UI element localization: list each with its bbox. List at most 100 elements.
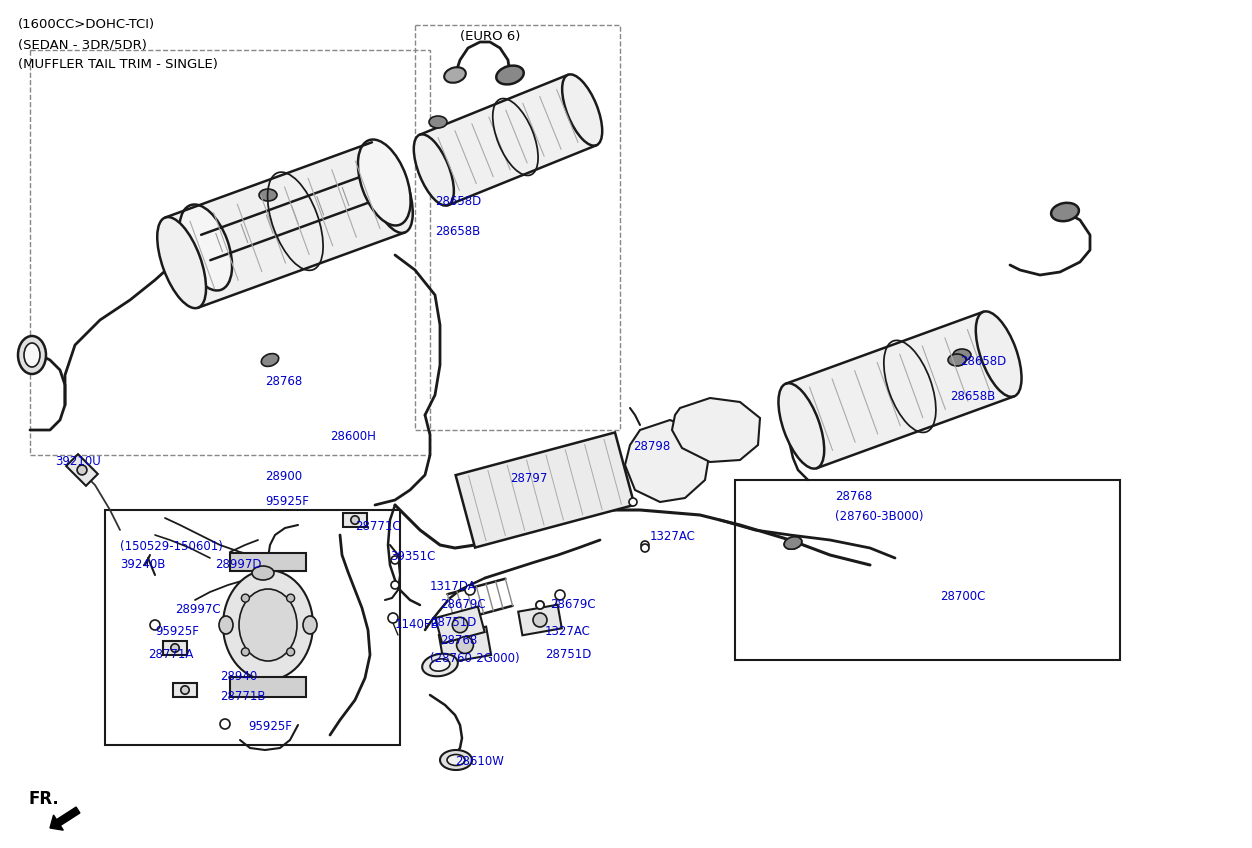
Circle shape	[457, 637, 473, 654]
Ellipse shape	[444, 67, 466, 83]
Text: 28771A: 28771A	[148, 648, 193, 661]
Circle shape	[452, 617, 468, 633]
Ellipse shape	[219, 616, 233, 634]
Text: 28771C: 28771C	[356, 520, 401, 533]
Text: 28751D: 28751D	[429, 616, 476, 629]
Text: FR.: FR.	[28, 790, 59, 808]
Polygon shape	[672, 398, 760, 462]
Text: (28760-3B000): (28760-3B000)	[835, 510, 924, 523]
Circle shape	[170, 644, 179, 652]
Text: 39240B: 39240B	[120, 558, 165, 571]
Text: 28768: 28768	[835, 490, 873, 503]
Circle shape	[220, 719, 230, 729]
Ellipse shape	[24, 343, 40, 367]
Text: 28797: 28797	[510, 472, 547, 485]
Circle shape	[536, 601, 545, 609]
Text: 28658D: 28658D	[960, 355, 1007, 368]
Text: 28658B: 28658B	[950, 390, 995, 403]
Text: 28600H: 28600H	[331, 430, 376, 443]
Text: 1140FB: 1140FB	[394, 618, 439, 631]
Ellipse shape	[18, 336, 46, 374]
Polygon shape	[419, 75, 596, 205]
Circle shape	[533, 613, 547, 627]
Circle shape	[287, 648, 294, 656]
Ellipse shape	[429, 116, 447, 128]
Ellipse shape	[948, 354, 967, 366]
Text: 28900: 28900	[265, 470, 302, 483]
Circle shape	[641, 544, 649, 552]
Bar	[230, 553, 305, 571]
Polygon shape	[163, 641, 187, 656]
Ellipse shape	[223, 570, 313, 680]
Ellipse shape	[975, 311, 1022, 397]
Polygon shape	[625, 420, 710, 502]
Ellipse shape	[496, 65, 523, 85]
Circle shape	[388, 613, 398, 623]
Ellipse shape	[259, 189, 277, 201]
Polygon shape	[66, 455, 98, 486]
Text: 28658D: 28658D	[434, 195, 481, 208]
Text: 1317DA: 1317DA	[429, 580, 477, 593]
Ellipse shape	[364, 142, 413, 233]
Bar	[230, 677, 305, 697]
Text: 28700C: 28700C	[940, 590, 985, 603]
Text: 1327AC: 1327AC	[650, 530, 696, 543]
Text: 95925F: 95925F	[265, 495, 309, 508]
Ellipse shape	[179, 204, 232, 291]
Polygon shape	[173, 683, 197, 697]
Text: 39351C: 39351C	[391, 550, 436, 563]
Text: 1327AC: 1327AC	[545, 625, 591, 638]
Text: (1600CC>DOHC-TCI): (1600CC>DOHC-TCI)	[18, 18, 155, 31]
Polygon shape	[456, 432, 635, 548]
Circle shape	[351, 516, 359, 524]
Polygon shape	[165, 142, 404, 308]
Text: (MUFFLER TAIL TRIM - SINGLE): (MUFFLER TAIL TRIM - SINGLE)	[18, 58, 218, 71]
Bar	[30, 50, 429, 455]
Text: 28610W: 28610W	[454, 755, 503, 768]
Circle shape	[536, 601, 545, 609]
Text: 28768: 28768	[265, 375, 302, 388]
Circle shape	[242, 594, 249, 602]
Text: (150529-150601): (150529-150601)	[120, 540, 223, 553]
Ellipse shape	[422, 654, 458, 676]
Text: 39210U: 39210U	[55, 455, 100, 468]
Bar	[105, 510, 399, 745]
Text: 95925F: 95925F	[155, 625, 199, 638]
Ellipse shape	[779, 383, 824, 469]
Circle shape	[629, 498, 637, 506]
Ellipse shape	[439, 750, 472, 770]
Ellipse shape	[158, 217, 207, 308]
Circle shape	[287, 594, 294, 602]
Ellipse shape	[447, 755, 464, 766]
Polygon shape	[439, 627, 491, 663]
Ellipse shape	[953, 349, 972, 361]
Circle shape	[641, 541, 649, 549]
Polygon shape	[343, 513, 367, 527]
Circle shape	[150, 620, 160, 630]
Circle shape	[78, 465, 86, 475]
Text: 28940: 28940	[220, 670, 257, 683]
Ellipse shape	[1052, 203, 1079, 221]
Text: 28658B: 28658B	[434, 225, 481, 238]
Text: 28751D: 28751D	[545, 648, 591, 661]
Ellipse shape	[303, 616, 317, 634]
Ellipse shape	[784, 537, 801, 550]
Ellipse shape	[262, 354, 279, 366]
Text: 28679C: 28679C	[439, 598, 486, 611]
Ellipse shape	[562, 75, 602, 146]
FancyArrow shape	[50, 807, 80, 830]
Bar	[414, 25, 620, 430]
Ellipse shape	[431, 659, 449, 671]
Text: 28997C: 28997C	[175, 603, 220, 616]
Circle shape	[242, 648, 249, 656]
Text: 28768: 28768	[439, 634, 477, 647]
Ellipse shape	[358, 140, 411, 226]
Circle shape	[464, 585, 475, 595]
Circle shape	[391, 581, 399, 589]
Text: 28771B: 28771B	[220, 690, 265, 703]
Circle shape	[555, 590, 565, 600]
Text: 28679C: 28679C	[550, 598, 596, 611]
Polygon shape	[786, 312, 1014, 468]
Text: 95925F: 95925F	[248, 720, 292, 733]
Ellipse shape	[252, 566, 274, 580]
